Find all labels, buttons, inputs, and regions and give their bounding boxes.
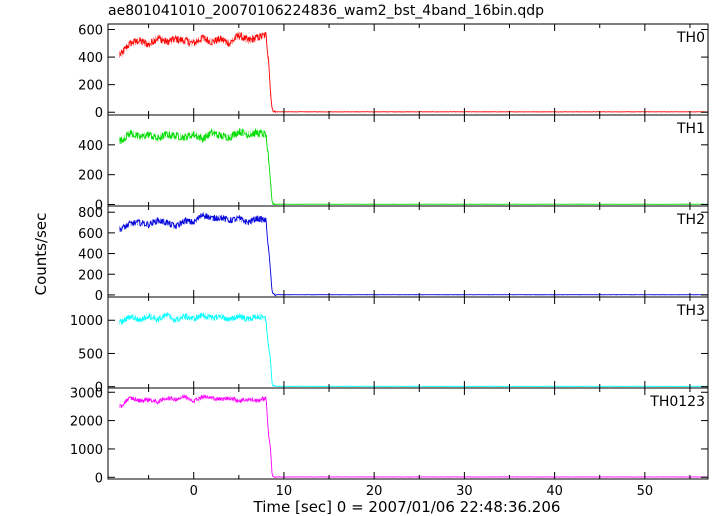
- y-tick-label: 0: [95, 106, 103, 121]
- panel-th3: 0 500 1000 TH3: [70, 296, 709, 396]
- y-tick-label: 200: [78, 169, 103, 184]
- y-tick-label: 400: [78, 51, 103, 66]
- y-tick-label: 3000: [70, 386, 103, 401]
- y-tick-label: 200: [78, 268, 103, 283]
- series-line-th0123: [119, 393, 708, 478]
- x-tick-label: 10: [276, 484, 293, 499]
- x-tick-label: 20: [366, 484, 383, 499]
- series-line-th3: [119, 311, 708, 388]
- error-bars-th3: [119, 312, 272, 369]
- y-tick-label: 0: [95, 289, 103, 304]
- y-tick-label: 800: [78, 206, 103, 221]
- panel-frame: [107, 23, 709, 116]
- y-tick-label: 1000: [70, 443, 103, 458]
- panel-th0123: 0 1000 2000 3000 TH0123: [70, 386, 709, 486]
- panel-th0: 0 200 400 600 TH0: [78, 23, 709, 121]
- error-bars-th2: [119, 211, 272, 279]
- y-tick-label: 0: [95, 381, 103, 396]
- series-line-th1: [119, 127, 709, 206]
- panel-frame: [107, 387, 709, 480]
- y-tick-label: 2000: [70, 415, 103, 430]
- error-bars-th0: [119, 31, 272, 100]
- panel-label-th0: TH0: [676, 30, 705, 46]
- x-tick-label: 30: [456, 484, 473, 499]
- y-tick-label: 0: [95, 471, 103, 486]
- y-tick-label: 0: [95, 199, 103, 214]
- x-tick-label: 40: [546, 484, 563, 499]
- x-tick-label: 50: [637, 484, 654, 499]
- panel-th2: 0 200 400 600 800 TH2: [78, 205, 709, 304]
- series-line-th0: [119, 32, 709, 113]
- error-bars-th1: [119, 128, 272, 190]
- x-tick-label: 0: [190, 484, 198, 499]
- figure-title: ae801041010_20070106224836_wam2_bst_4ban…: [108, 3, 545, 19]
- y-tick-label: 400: [78, 139, 103, 154]
- y-tick-label: 600: [78, 227, 103, 242]
- panel-frame: [107, 114, 709, 207]
- y-tick-label: 500: [78, 347, 103, 362]
- y-tick-label: 1000: [70, 314, 103, 329]
- panel-label-th2: TH2: [676, 212, 705, 228]
- series-line-th2: [119, 212, 708, 297]
- error-bars-th0123: [119, 394, 272, 457]
- y-tick-label: 200: [78, 79, 103, 94]
- panel-label-th0123: TH0123: [649, 394, 705, 410]
- y-tick-label: 600: [78, 24, 103, 39]
- panel-frame: [107, 296, 709, 389]
- x-axis-label: Time [sec] 0 = 2007/01/06 22:48:36.206: [253, 498, 561, 516]
- panel-th1: 0 200 400 TH1: [78, 114, 709, 214]
- panel-label-th3: TH3: [676, 303, 705, 319]
- panel-label-th1: TH1: [676, 121, 705, 137]
- y-tick-label: 400: [78, 248, 103, 263]
- y-axis-label: Counts/sec: [32, 213, 50, 296]
